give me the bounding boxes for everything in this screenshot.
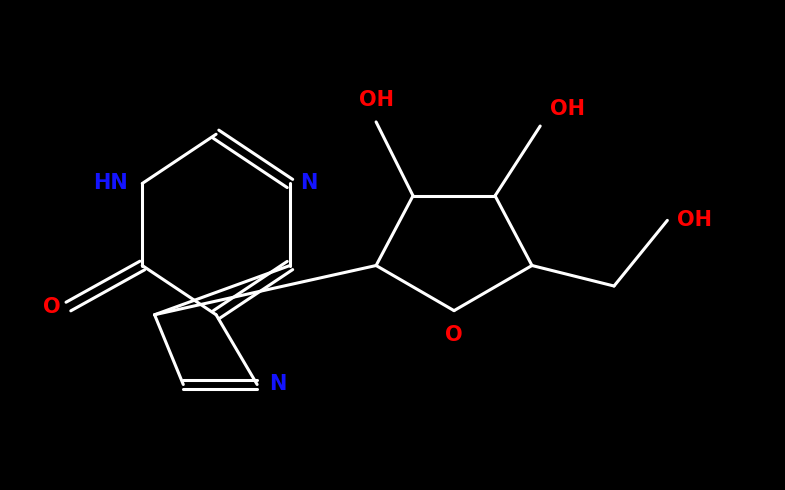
- Text: O: O: [445, 325, 463, 345]
- Text: OH: OH: [677, 210, 712, 230]
- Text: O: O: [42, 296, 60, 317]
- Text: OH: OH: [359, 90, 393, 110]
- Text: HN: HN: [93, 173, 127, 194]
- Text: OH: OH: [550, 99, 585, 120]
- Text: N: N: [269, 374, 287, 394]
- Text: N: N: [300, 173, 317, 194]
